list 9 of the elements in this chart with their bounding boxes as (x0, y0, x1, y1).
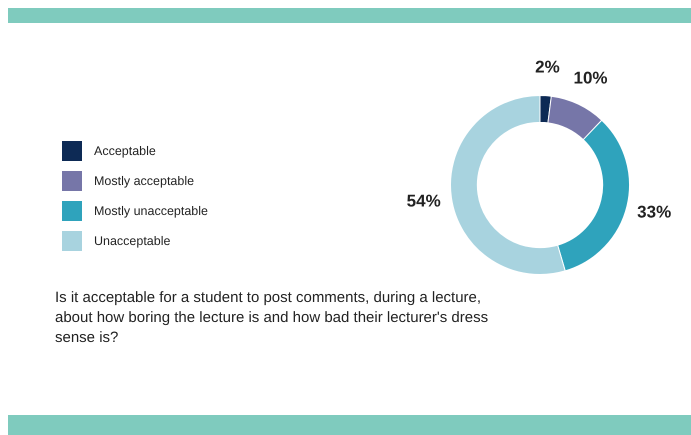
text: Is it acceptable for a student to post comments, during a lecture, about how boring the lecture is and how bad their lecturer's dress sense is? (55, 288, 490, 348)
legend-label: Acceptable (94, 144, 156, 158)
data-label: 2% (535, 57, 560, 76)
legend-label: Mostly acceptable (94, 174, 194, 188)
legend-label: Unacceptable (94, 234, 170, 248)
legend-label: Mostly unacceptable (94, 204, 208, 218)
data-label: 33% (637, 202, 672, 222)
data-label: 54% (406, 191, 441, 210)
data-label: 10% (573, 68, 608, 88)
